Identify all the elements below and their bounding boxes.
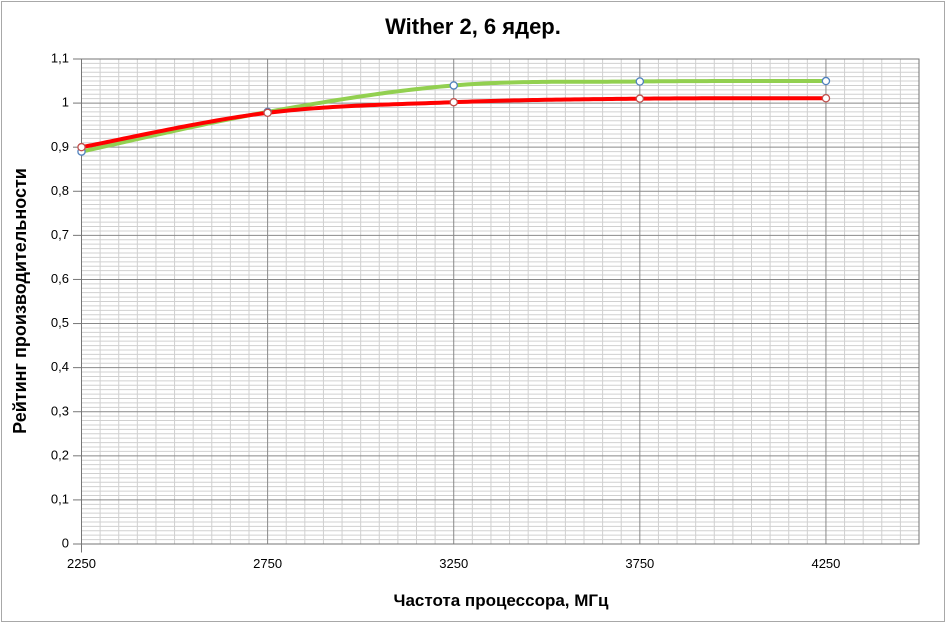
svg-text:0,3: 0,3 [51,403,69,418]
svg-text:0,8: 0,8 [51,183,69,198]
svg-text:0,7: 0,7 [51,227,69,242]
svg-text:2750: 2750 [253,556,282,571]
svg-text:4250: 4250 [811,556,840,571]
svg-text:3750: 3750 [625,556,654,571]
svg-text:3250: 3250 [439,556,468,571]
svg-text:1: 1 [62,95,69,110]
svg-text:1,1: 1,1 [51,51,69,66]
svg-text:Рейтинг производительности: Рейтинг производительности [10,168,30,434]
svg-text:0: 0 [62,536,69,551]
svg-text:0,9: 0,9 [51,139,69,154]
svg-text:0,6: 0,6 [51,271,69,286]
svg-text:Частота процессора, МГц: Частота процессора, МГц [394,591,610,610]
svg-text:0,4: 0,4 [51,359,69,374]
svg-text:2250: 2250 [67,556,96,571]
svg-text:0,2: 0,2 [51,447,69,462]
svg-text:0,1: 0,1 [51,492,69,507]
svg-text:0,5: 0,5 [51,315,69,330]
